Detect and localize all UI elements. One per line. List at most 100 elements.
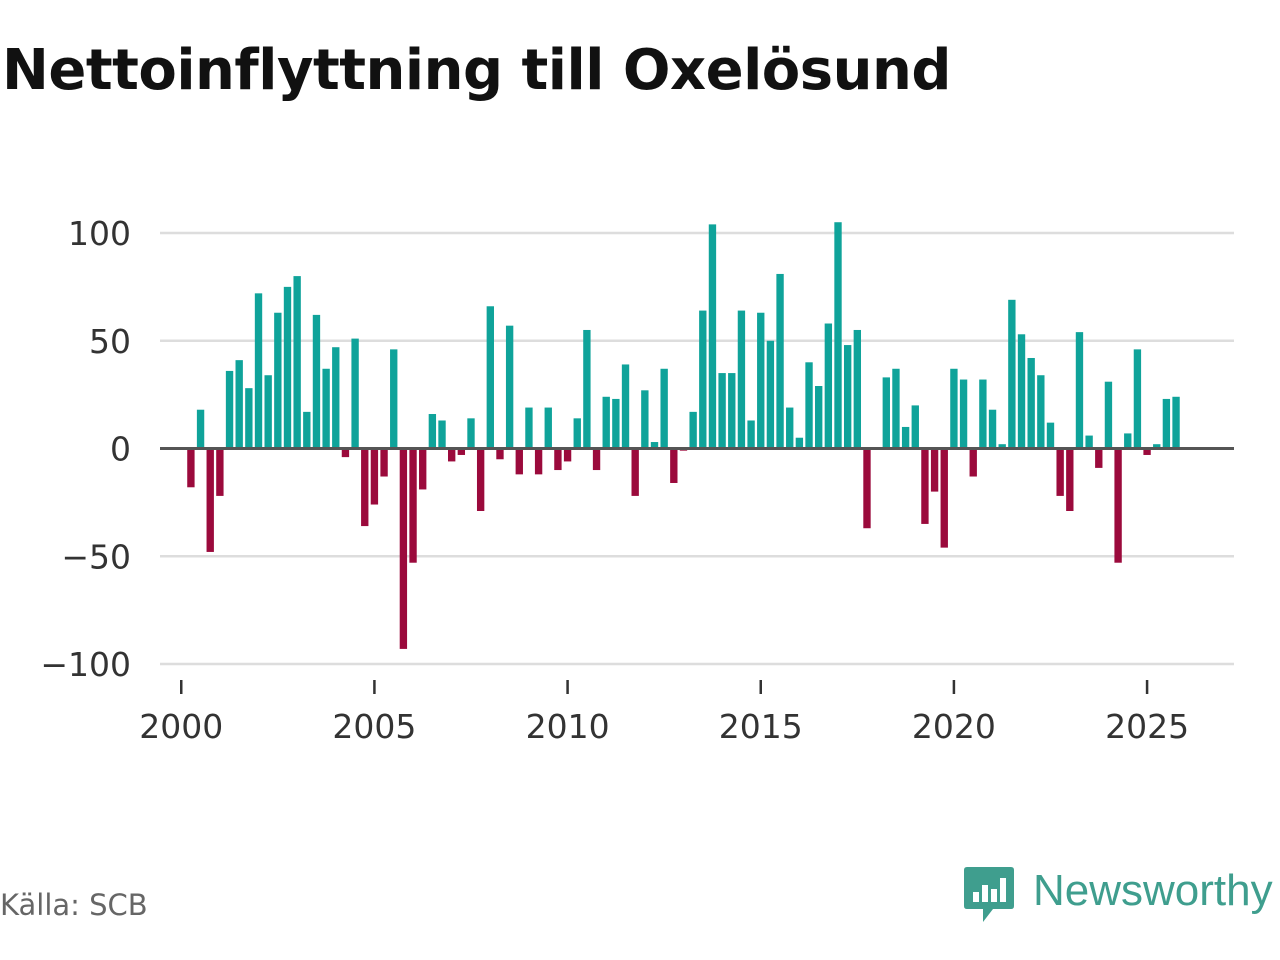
bar — [341, 448, 350, 458]
bar — [573, 418, 581, 449]
bar — [486, 306, 494, 449]
y-tick-label: −100 — [40, 645, 131, 684]
bar — [1143, 448, 1151, 455]
x-tick-label: 2000 — [139, 707, 223, 746]
bar — [1046, 422, 1055, 449]
bar — [921, 448, 929, 524]
bar — [1066, 448, 1074, 511]
bar — [225, 370, 234, 449]
bar — [264, 375, 272, 449]
bar — [525, 407, 533, 449]
bar — [245, 388, 253, 449]
x-tick-label: 2015 — [719, 707, 803, 746]
x-tick-label: 2020 — [912, 707, 996, 746]
bar — [805, 362, 813, 449]
bar — [505, 325, 514, 449]
bar — [370, 448, 379, 505]
y-tick-label: 100 — [68, 214, 131, 253]
bar — [757, 312, 765, 449]
newsworthy-logo-icon — [964, 867, 1014, 922]
bar — [467, 418, 475, 449]
bar — [206, 448, 214, 552]
bar — [322, 368, 330, 449]
bar — [747, 420, 755, 449]
x-tick-label: 2010 — [526, 707, 610, 746]
bar — [795, 437, 804, 449]
bar — [534, 448, 543, 475]
bar — [930, 448, 939, 492]
bar — [776, 273, 784, 449]
bar — [1172, 396, 1180, 449]
bar — [496, 448, 504, 460]
bar — [786, 407, 794, 449]
bar — [583, 329, 591, 449]
bar — [621, 364, 630, 449]
bar — [419, 448, 427, 490]
bar — [409, 448, 417, 563]
brand-name: Newsworthy — [1033, 866, 1273, 915]
bar — [563, 448, 572, 462]
source-note: Källa: SCB — [0, 888, 148, 922]
bar — [612, 398, 620, 449]
x-tick-label: 2025 — [1105, 707, 1189, 746]
bar — [650, 442, 659, 449]
bar — [1027, 357, 1035, 449]
bar — [901, 426, 910, 449]
bar — [1085, 435, 1093, 449]
bar — [254, 293, 263, 449]
bar — [380, 448, 388, 477]
bar — [998, 444, 1006, 449]
bar — [361, 448, 369, 527]
y-tick-label: 0 — [110, 430, 131, 469]
bar — [911, 405, 919, 449]
bar — [689, 411, 697, 449]
bar — [940, 448, 948, 548]
bar — [1133, 349, 1142, 449]
bar — [834, 222, 842, 449]
y-tick-label: −50 — [61, 537, 131, 576]
bar — [554, 448, 562, 471]
bar — [641, 390, 649, 449]
chart-title: Nettoinflyttning till Oxelösund — [2, 38, 951, 103]
bar — [1017, 334, 1026, 449]
bar — [476, 448, 485, 511]
bar — [1114, 448, 1122, 563]
bar — [312, 314, 321, 449]
bar — [718, 373, 726, 449]
bar — [592, 448, 601, 471]
gridlines — [160, 231, 1234, 666]
bar — [216, 448, 224, 496]
bar — [544, 407, 552, 449]
bar — [853, 329, 862, 449]
bar — [1104, 381, 1113, 449]
bar — [1075, 332, 1084, 449]
bar — [892, 368, 900, 449]
bar — [332, 347, 340, 449]
bar — [631, 448, 639, 496]
bar — [882, 377, 890, 449]
bar — [448, 448, 456, 462]
bar — [815, 386, 823, 449]
bar — [1008, 299, 1016, 449]
bar — [843, 345, 852, 449]
bar — [390, 349, 398, 449]
bar — [235, 360, 243, 449]
bar — [515, 448, 523, 475]
bar — [1095, 448, 1103, 468]
bar — [660, 368, 668, 449]
bar — [699, 310, 707, 449]
x-tick-label: 2005 — [332, 707, 416, 746]
bar — [969, 448, 977, 477]
bars — [187, 222, 1180, 649]
bar — [737, 310, 746, 449]
bar — [293, 276, 301, 449]
bar — [863, 448, 871, 529]
y-tick-label: 50 — [89, 322, 131, 361]
bar — [187, 448, 195, 488]
bar — [1162, 398, 1171, 449]
bar — [766, 340, 775, 449]
bar — [1153, 444, 1161, 449]
bar — [196, 409, 205, 449]
bar — [959, 379, 968, 449]
bar — [438, 420, 446, 449]
